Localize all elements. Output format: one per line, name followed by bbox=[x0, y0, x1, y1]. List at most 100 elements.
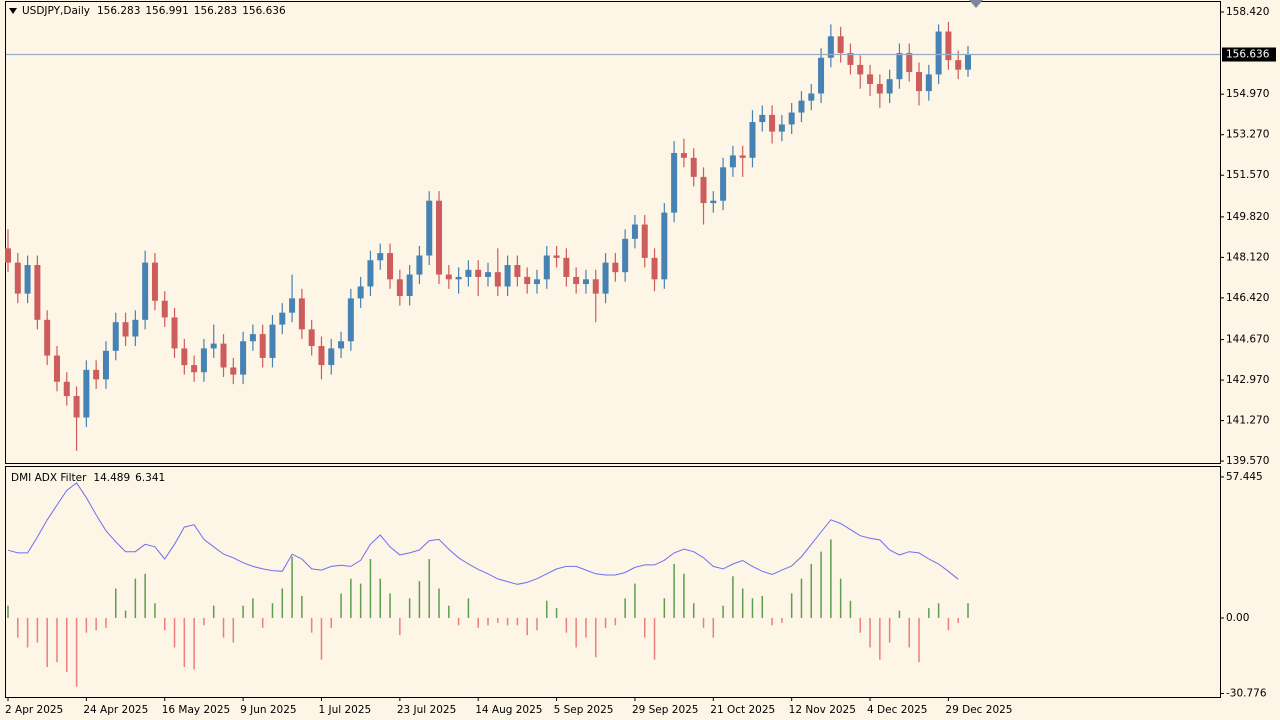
histogram-bar bbox=[379, 578, 381, 618]
histogram-bar bbox=[624, 598, 626, 618]
candle-body bbox=[631, 224, 638, 239]
candle-body bbox=[739, 155, 746, 158]
histogram-bar bbox=[937, 603, 940, 618]
candle-body bbox=[563, 257, 570, 277]
candle-body bbox=[690, 157, 697, 177]
histogram-bar bbox=[95, 617, 97, 631]
candle-body bbox=[406, 274, 413, 296]
histogram-bar bbox=[702, 617, 705, 628]
candle-body bbox=[886, 79, 893, 94]
histogram-bar bbox=[526, 617, 528, 636]
histogram-bar bbox=[261, 617, 264, 628]
candle-body bbox=[83, 369, 90, 418]
candle-body bbox=[318, 346, 325, 366]
candle-body bbox=[622, 238, 629, 273]
x-tick-label: 29 Dec 2025 bbox=[945, 704, 1012, 716]
candle-body bbox=[279, 312, 286, 325]
histogram-bar bbox=[467, 598, 470, 618]
candle-body bbox=[700, 176, 707, 204]
adx-line bbox=[7, 482, 959, 585]
candle-body bbox=[426, 200, 433, 256]
histogram-bar bbox=[497, 617, 499, 623]
histogram-bar bbox=[663, 598, 666, 618]
candle-body bbox=[122, 322, 129, 337]
candle-body bbox=[641, 224, 648, 258]
histogram-bar bbox=[418, 581, 421, 618]
y-tick-label: 149.820 bbox=[1226, 211, 1269, 223]
histogram-bar bbox=[477, 617, 479, 628]
y-tick-label: -30.776 bbox=[1226, 688, 1267, 700]
histogram-bar bbox=[673, 563, 675, 618]
candle-body bbox=[308, 329, 315, 347]
candle-body bbox=[582, 279, 589, 285]
histogram-bar bbox=[46, 617, 48, 668]
candle-body bbox=[73, 396, 80, 418]
histogram-bar bbox=[183, 617, 186, 668]
y-tick-label: 57.445 bbox=[1226, 471, 1263, 483]
candle-body bbox=[328, 348, 335, 366]
header-value: 156.991 bbox=[145, 5, 188, 17]
histogram-bar bbox=[604, 617, 607, 628]
candle-body bbox=[347, 298, 354, 342]
candle-body bbox=[132, 319, 139, 337]
y-tick-label: 139.570 bbox=[1226, 455, 1269, 467]
y-tick-label: 153.270 bbox=[1226, 129, 1269, 141]
histogram-bar bbox=[124, 610, 127, 618]
candle-body bbox=[543, 255, 550, 280]
histogram-bar bbox=[144, 573, 146, 618]
histogram-bar bbox=[56, 617, 58, 663]
candle-body bbox=[396, 279, 403, 296]
y-tick-label: 146.420 bbox=[1226, 292, 1269, 304]
histogram-bar bbox=[575, 617, 577, 648]
histogram-bar bbox=[252, 598, 254, 618]
histogram-bar bbox=[722, 605, 724, 618]
candle-body bbox=[367, 260, 374, 287]
header-value: 156.283 bbox=[97, 5, 140, 17]
candle-body bbox=[602, 262, 609, 294]
candle-body bbox=[191, 365, 198, 373]
histogram-bar bbox=[232, 617, 235, 643]
histogram-bar bbox=[781, 617, 783, 623]
histogram-bar bbox=[310, 617, 313, 633]
histogram-bar bbox=[320, 617, 323, 660]
candle-body bbox=[269, 324, 276, 358]
candle-body bbox=[720, 167, 727, 201]
candle-body bbox=[34, 265, 41, 320]
candle-body bbox=[5, 248, 11, 263]
candle-body bbox=[896, 52, 903, 80]
candle-body bbox=[514, 265, 521, 277]
candle-body bbox=[827, 36, 834, 58]
y-tick-label: 154.970 bbox=[1226, 88, 1269, 100]
candle-body bbox=[475, 269, 482, 277]
candle-body bbox=[230, 367, 237, 375]
histogram-bar bbox=[908, 617, 910, 648]
histogram-bar bbox=[212, 605, 215, 618]
histogram-bar bbox=[849, 600, 852, 618]
histogram-bar bbox=[340, 593, 342, 618]
histogram-bar bbox=[771, 617, 773, 626]
candle-body bbox=[592, 279, 599, 294]
candle-body bbox=[259, 334, 266, 358]
histogram-bar bbox=[928, 608, 930, 618]
histogram-bar bbox=[751, 598, 754, 618]
candle-body bbox=[142, 262, 149, 320]
candle-body bbox=[377, 253, 384, 261]
histogram-bar bbox=[330, 617, 333, 628]
header-value: 156.283 bbox=[194, 5, 237, 17]
current-price-label: 156.636 bbox=[1226, 49, 1270, 61]
candle-body bbox=[612, 262, 619, 273]
x-tick-label: 4 Dec 2025 bbox=[867, 704, 927, 716]
histogram-bar bbox=[634, 583, 636, 618]
histogram-bar bbox=[565, 617, 568, 633]
menu-arrow bbox=[9, 8, 17, 14]
candle-body bbox=[14, 262, 21, 294]
candle-body bbox=[533, 279, 540, 285]
candle-body bbox=[651, 257, 658, 280]
histogram-bar bbox=[448, 605, 450, 618]
candle-body bbox=[416, 255, 423, 275]
histogram-bar bbox=[614, 617, 617, 626]
histogram-bar bbox=[595, 617, 597, 658]
histogram-bar bbox=[741, 588, 744, 618]
histogram-bar bbox=[810, 563, 813, 618]
histogram-bar bbox=[457, 617, 460, 626]
